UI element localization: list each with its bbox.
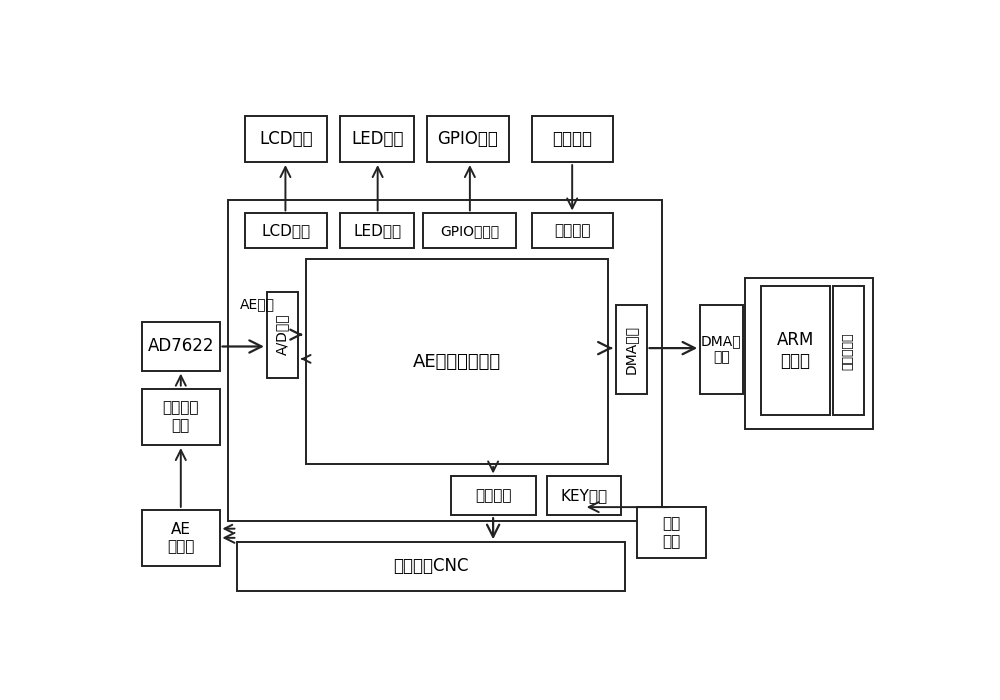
Text: AE信号处理模块: AE信号处理模块 (413, 353, 501, 370)
Text: DMA接口: DMA接口 (624, 325, 638, 374)
Text: LED接口: LED接口 (353, 223, 401, 239)
Bar (237, 542, 625, 591)
Bar (532, 214, 613, 248)
Bar (547, 477, 621, 515)
Text: AE信号: AE信号 (240, 297, 275, 311)
Text: LED模块: LED模块 (351, 130, 404, 148)
Bar (245, 214, 326, 248)
Text: 并口输出: 并口输出 (475, 489, 511, 503)
Bar (245, 116, 326, 162)
Text: 电源模块: 电源模块 (553, 130, 593, 148)
Text: LCD接口: LCD接口 (261, 223, 310, 239)
Text: DMA控
制器: DMA控 制器 (701, 335, 742, 365)
Text: 以太网接口: 以太网接口 (842, 332, 855, 370)
Bar (340, 116, 414, 162)
Text: LCD模块: LCD模块 (259, 130, 313, 148)
Bar (142, 389, 220, 445)
Text: AD7622: AD7622 (148, 337, 214, 356)
Bar (142, 322, 220, 371)
Bar (267, 291, 298, 378)
Bar (532, 116, 613, 162)
Bar (616, 305, 647, 394)
Text: A/D接口: A/D接口 (275, 314, 289, 356)
Bar (306, 259, 608, 464)
Text: GPIO模块: GPIO模块 (438, 130, 498, 148)
Bar (700, 305, 743, 394)
Text: 数控磨床CNC: 数控磨床CNC (393, 557, 469, 575)
Text: ARM
控制器: ARM 控制器 (777, 331, 814, 370)
Text: AE
传感器: AE 传感器 (167, 522, 194, 554)
Text: 按键
模块: 按键 模块 (662, 517, 680, 549)
Bar (340, 214, 414, 248)
Text: 信号调理
电路: 信号调理 电路 (163, 400, 199, 433)
Bar (228, 200, 662, 521)
Bar (423, 214, 516, 248)
Bar (761, 286, 830, 416)
Bar (427, 116, 509, 162)
Text: GPIO扩展口: GPIO扩展口 (440, 224, 499, 238)
Bar (833, 286, 864, 416)
Bar (450, 477, 536, 515)
Bar (637, 507, 706, 559)
Bar (142, 510, 220, 566)
Text: KEY接口: KEY接口 (561, 489, 608, 503)
Bar (745, 278, 873, 429)
Text: 电源接口: 电源接口 (554, 223, 591, 239)
